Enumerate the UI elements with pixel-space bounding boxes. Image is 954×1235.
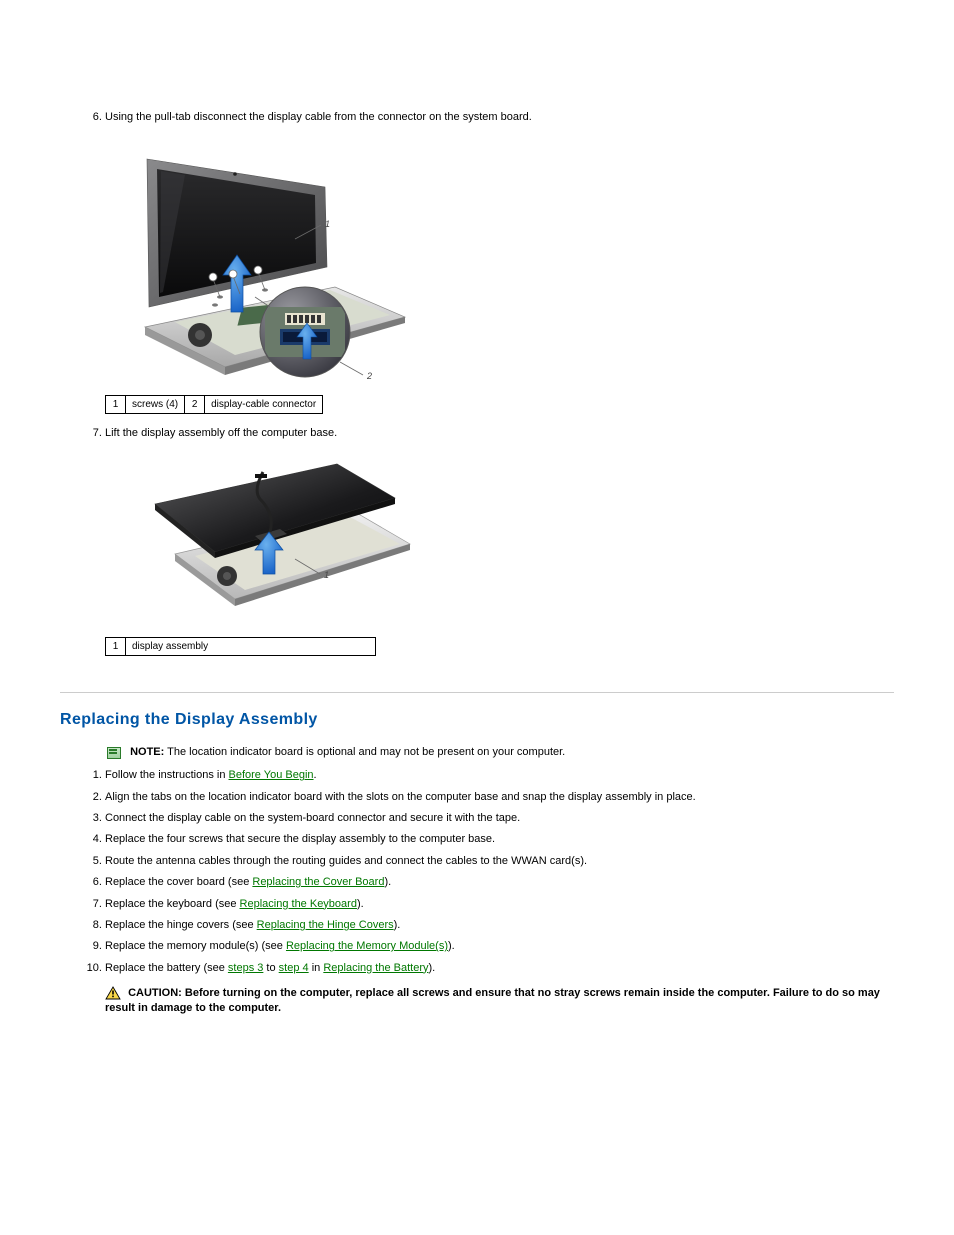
caution-icon xyxy=(105,986,121,1000)
rstep-8: Replace the hinge covers (see Replacing … xyxy=(105,918,894,933)
figure-1: 1 2 xyxy=(105,137,894,387)
section-title: Replacing the Display Assembly xyxy=(60,711,894,729)
rstep-4: Replace the four screws that secure the … xyxy=(105,832,894,847)
rstep-6-pre: Replace the cover board (see xyxy=(105,876,252,888)
figure-1-svg: 1 2 xyxy=(105,137,425,387)
figure-2: 1 xyxy=(105,454,894,629)
figure-2-n1: 1 xyxy=(106,637,126,655)
rstep-9-pre: Replace the memory module(s) (see xyxy=(105,940,286,952)
rstep-7: Replace the keyboard (see Replacing the … xyxy=(105,897,894,912)
link-cover-board[interactable]: Replacing the Cover Board xyxy=(252,876,384,888)
rstep-9-post: ). xyxy=(448,940,455,952)
replace-steps: Follow the instructions in Before You Be… xyxy=(105,768,894,976)
figure-2-callout-table: 1 display assembly xyxy=(105,637,376,656)
removal-steps: Using the pull-tab disconnect the displa… xyxy=(105,110,894,125)
rstep-10-post: ). xyxy=(429,962,436,974)
caution-prefix: CAUTION: xyxy=(128,987,182,999)
rstep-5: Route the antenna cables through the rou… xyxy=(105,854,894,869)
figure-1-callout-2-marker: 2 xyxy=(366,371,372,381)
link-keyboard[interactable]: Replacing the Keyboard xyxy=(240,898,357,910)
rstep-8-post: ). xyxy=(394,919,401,931)
rstep-2: Align the tabs on the location indicator… xyxy=(105,790,894,805)
note-icon xyxy=(105,745,123,759)
link-memory[interactable]: Replacing the Memory Module(s) xyxy=(286,940,448,952)
link-battery[interactable]: Replacing the Battery xyxy=(323,962,428,974)
rstep-6-post: ). xyxy=(384,876,391,888)
rstep-10: Replace the battery (see steps 3 to step… xyxy=(105,961,894,976)
rstep-7-pre: Replace the keyboard (see xyxy=(105,898,240,910)
note-text: The location indicator board is optional… xyxy=(164,746,565,758)
rstep-3: Connect the display cable on the system-… xyxy=(105,811,894,826)
step-6: Using the pull-tab disconnect the displa… xyxy=(105,110,894,125)
figure-1-callout-1-marker: 1 xyxy=(325,219,330,229)
rstep-10-in: in xyxy=(309,962,324,974)
link-steps3[interactable]: steps 3 xyxy=(228,962,263,974)
note-prefix: NOTE: xyxy=(130,746,164,758)
figure-1-n1: 1 xyxy=(106,396,126,414)
rstep-1-post: . xyxy=(314,769,317,781)
rstep-10-mid: to xyxy=(263,962,278,974)
figure-2-l1: display assembly xyxy=(126,637,376,655)
figure-2-callout-1-marker: 1 xyxy=(324,570,329,580)
rstep-6: Replace the cover board (see Replacing t… xyxy=(105,875,894,890)
caution-row: CAUTION: Before turning on the computer,… xyxy=(105,986,894,1017)
link-step4[interactable]: step 4 xyxy=(279,962,309,974)
link-hinge-covers[interactable]: Replacing the Hinge Covers xyxy=(257,919,394,931)
figure-1-n2: 2 xyxy=(185,396,205,414)
figure-1-l2: display-cable connector xyxy=(205,396,323,414)
rstep-7-post: ). xyxy=(357,898,364,910)
figure-1-l1: screws (4) xyxy=(126,396,185,414)
removal-steps-7: Lift the display assembly off the comput… xyxy=(105,426,894,441)
rstep-10-pre: Replace the battery (see xyxy=(105,962,228,974)
figure-2-svg: 1 xyxy=(105,454,425,629)
step-7: Lift the display assembly off the comput… xyxy=(105,426,894,441)
rstep-1-pre: Follow the instructions in xyxy=(105,769,229,781)
figure-1-callout-table: 1 screws (4) 2 display-cable connector xyxy=(105,395,323,414)
section-divider xyxy=(60,692,894,693)
rstep-1: Follow the instructions in Before You Be… xyxy=(105,768,894,783)
link-before-you-begin[interactable]: Before You Begin xyxy=(229,769,314,781)
caution-text: Before turning on the computer, replace … xyxy=(105,987,880,1014)
rstep-8-pre: Replace the hinge covers (see xyxy=(105,919,257,931)
note-row: NOTE: The location indicator board is op… xyxy=(105,745,894,760)
rstep-9: Replace the memory module(s) (see Replac… xyxy=(105,939,894,954)
